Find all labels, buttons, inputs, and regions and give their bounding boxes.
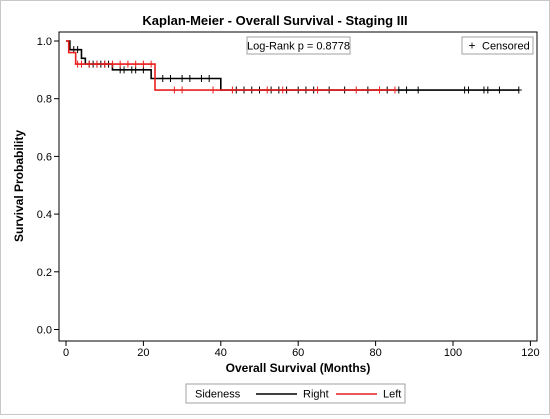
censor-mark-left (179, 86, 186, 94)
censored-label: Censored (482, 41, 530, 53)
censor-mark-left (93, 60, 100, 68)
censor-mark-left (124, 60, 131, 68)
x-axis-label: Overall Survival (Months) (226, 361, 371, 375)
censor-mark-right (496, 86, 503, 94)
y-tick-label: 1.0 (37, 36, 52, 48)
censor-mark-right (403, 86, 410, 94)
legend-label-right: Right (303, 389, 329, 401)
survival-curves (66, 40, 522, 94)
y-tick-label: 0.8 (37, 94, 52, 106)
censored-symbol: + (468, 39, 475, 53)
censor-mark-left (391, 86, 398, 94)
censor-mark-left (210, 86, 217, 94)
censor-mark-right (465, 86, 472, 94)
censor-mark-right (415, 86, 422, 94)
logrank-box: Log-Rank p = 0.8778 (246, 36, 351, 55)
x-tick-label: 80 (369, 347, 381, 359)
survival-line-left (66, 40, 395, 91)
plot-area-border (58, 31, 538, 342)
y-tick-label: 0.0 (37, 325, 52, 337)
y-tick-label: 0.4 (37, 209, 52, 221)
x-tick-label: 60 (292, 347, 304, 359)
censor-mark-left (86, 60, 93, 68)
censor-mark-left (171, 86, 178, 94)
censor-mark-left (101, 60, 108, 68)
censor-mark-right (186, 75, 193, 83)
x-axis: 0 20 40 60 80 100 120 (63, 341, 540, 359)
censor-mark-left (140, 60, 147, 68)
legend-label-left: Left (383, 389, 401, 401)
x-tick-label: 120 (521, 347, 539, 359)
x-tick-label: 40 (215, 347, 227, 359)
censor-mark-right (198, 75, 205, 83)
censor-mark-left (314, 86, 321, 94)
censor-mark-right (515, 86, 522, 94)
logrank-annotation: Log-Rank p = 0.8778 (247, 41, 350, 53)
group-legend: Sideness Right Left (185, 383, 406, 404)
censor-mark-left (148, 60, 155, 68)
censor-mark-right (179, 75, 186, 83)
censor-mark-left (353, 86, 360, 94)
chart-title: Kaplan-Meier - Overall Survival - Stagin… (142, 13, 407, 28)
censor-mark-left (109, 60, 116, 68)
logrank-box-border (246, 36, 351, 55)
censor-mark-right (167, 75, 174, 83)
censor-mark-left (376, 86, 383, 94)
censor-mark-left (117, 60, 124, 68)
x-tick-label: 100 (444, 347, 462, 359)
y-axis: 0.0 0.2 0.4 0.6 0.8 1.0 (37, 36, 59, 337)
censor-mark-right (159, 75, 166, 83)
censor-mark-right (121, 66, 128, 74)
x-tick-label: 20 (137, 347, 149, 359)
censor-mark-left (132, 60, 139, 68)
y-tick-label: 0.2 (37, 267, 52, 279)
censor-mark-right (484, 86, 491, 94)
censored-legend-border (461, 36, 534, 55)
censor-mark-left (279, 86, 286, 94)
censor-mark-left (78, 60, 85, 68)
censor-mark-left (264, 86, 271, 94)
censor-mark-right (206, 75, 213, 83)
y-tick-label: 0.6 (37, 151, 52, 163)
censor-mark-right (74, 46, 81, 54)
y-axis-label: Survival Probability (12, 130, 26, 242)
series-left (66, 40, 398, 94)
censored-legend: + Censored (461, 36, 534, 55)
legend-title: Sideness (195, 389, 241, 401)
censor-mark-left (229, 86, 236, 94)
x-tick-label: 0 (63, 347, 69, 359)
